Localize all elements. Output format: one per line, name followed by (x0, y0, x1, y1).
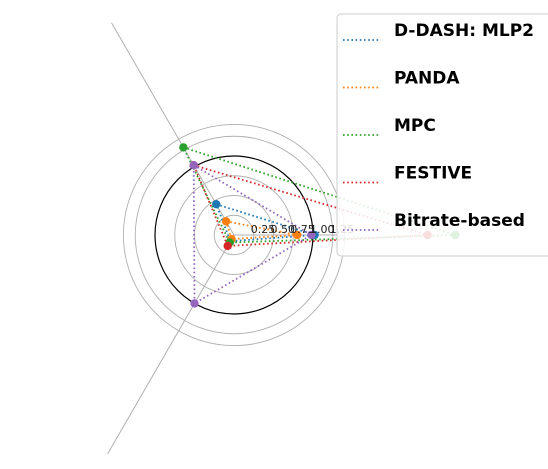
legend-items: D-DASH: MLP2 PANDA MPC FESTIVE Bitrate-based (343, 21, 534, 231)
series-3-point-1 (179, 143, 188, 152)
legend-label-2: PANDA (394, 69, 460, 89)
series-2-point-2 (293, 230, 302, 240)
radial-tick-label: 1.00 (310, 223, 335, 236)
series-4-point-3 (223, 241, 232, 251)
series-2-point-1 (221, 217, 231, 226)
radial-tick-label: 0.50 (271, 223, 296, 236)
series-line-4 (192, 164, 428, 247)
radial-tick-label: 0.25 (251, 223, 275, 236)
series-line-3 (182, 146, 456, 244)
series-1-point-1 (212, 200, 221, 209)
legend-label-3: MPC (394, 116, 436, 136)
series-5-point-2 (307, 230, 316, 240)
legend-frame (336, 13, 548, 257)
axis-spoke-3 (107, 234, 235, 455)
legend: D-DASH: MLP2 PANDA MPC FESTIVE Bitrate-based (336, 13, 548, 257)
series-line-5 (192, 164, 314, 305)
legend-label-4: FESTIVE (394, 164, 472, 184)
series-5-point-3 (190, 299, 199, 308)
series-5-point-1 (189, 161, 198, 170)
series-line-2 (225, 220, 298, 241)
legend-label-1: D-DASH: MLP2 (394, 21, 534, 41)
legend-label-5: Bitrate-based (394, 211, 525, 231)
axis-spoke-1 (111, 22, 235, 236)
radial-tick-label: 0.75 (290, 223, 315, 236)
